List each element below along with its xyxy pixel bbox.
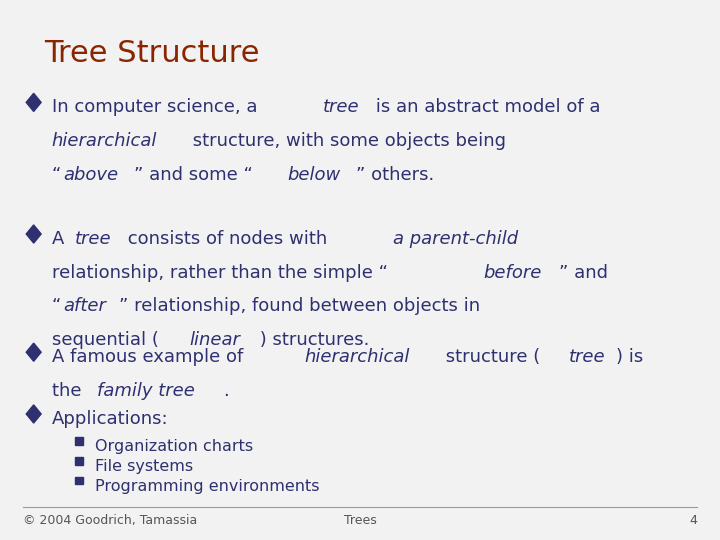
Text: relationship, rather than the simple “: relationship, rather than the simple “ xyxy=(52,264,387,281)
Text: family tree: family tree xyxy=(97,382,195,400)
Text: “: “ xyxy=(52,166,61,184)
Text: File systems: File systems xyxy=(94,459,193,474)
Text: above: above xyxy=(63,166,119,184)
Polygon shape xyxy=(26,93,41,111)
Text: below: below xyxy=(287,166,341,184)
Text: the: the xyxy=(52,382,87,400)
Text: ” relationship, found between objects in: ” relationship, found between objects in xyxy=(119,298,480,315)
Text: ” and: ” and xyxy=(559,264,608,281)
Text: hierarchical: hierarchical xyxy=(305,348,410,366)
Text: ” others.: ” others. xyxy=(356,166,434,184)
Text: is an abstract model of a: is an abstract model of a xyxy=(370,98,600,116)
Polygon shape xyxy=(75,477,83,484)
Text: tree: tree xyxy=(323,98,360,116)
Polygon shape xyxy=(26,405,41,423)
Text: Tree Structure: Tree Structure xyxy=(45,39,260,68)
Text: a parent-child: a parent-child xyxy=(393,230,518,248)
Text: .: . xyxy=(222,382,228,400)
Text: linear: linear xyxy=(189,331,240,349)
Text: In computer science, a: In computer science, a xyxy=(52,98,263,116)
Polygon shape xyxy=(26,225,41,243)
Text: A famous example of: A famous example of xyxy=(52,348,248,366)
Text: hierarchical: hierarchical xyxy=(52,132,157,150)
Text: structure, with some objects being: structure, with some objects being xyxy=(187,132,506,150)
Polygon shape xyxy=(26,343,41,361)
Text: Applications:: Applications: xyxy=(52,410,168,428)
Text: “: “ xyxy=(52,298,61,315)
Text: A: A xyxy=(52,230,70,248)
Polygon shape xyxy=(75,457,83,464)
Text: before: before xyxy=(483,264,542,281)
Text: Trees: Trees xyxy=(343,515,377,528)
Text: structure (: structure ( xyxy=(440,348,541,366)
Text: tree: tree xyxy=(75,230,112,248)
Text: Programming environments: Programming environments xyxy=(94,479,319,494)
Text: ) structures.: ) structures. xyxy=(254,331,370,349)
Polygon shape xyxy=(75,437,83,445)
Text: sequential (: sequential ( xyxy=(52,331,158,349)
Text: after: after xyxy=(63,298,107,315)
Text: ” and some “: ” and some “ xyxy=(135,166,253,184)
Text: 4: 4 xyxy=(689,515,697,528)
Text: consists of nodes with: consists of nodes with xyxy=(122,230,333,248)
Text: tree: tree xyxy=(569,348,606,366)
Text: © 2004 Goodrich, Tamassia: © 2004 Goodrich, Tamassia xyxy=(23,515,197,528)
Text: ) is: ) is xyxy=(616,348,644,366)
Text: Organization charts: Organization charts xyxy=(94,439,253,454)
